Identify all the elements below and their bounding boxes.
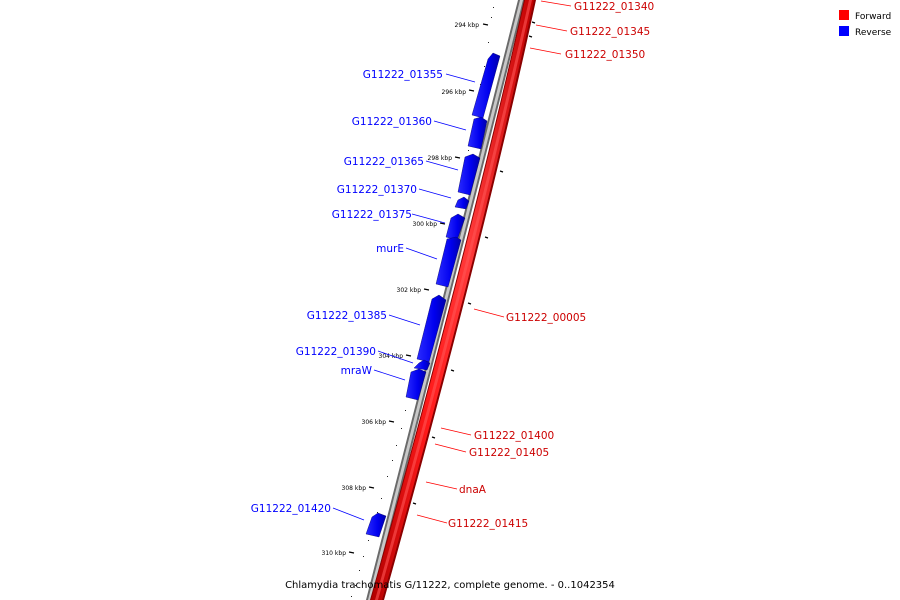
forward-strand [370,0,536,600]
gene-label[interactable]: murE [376,243,404,255]
gene-G11222_01375[interactable] [445,213,466,241]
legend-forward-label: Forward [855,12,891,22]
tick-label: 300 kbp [413,221,438,228]
gene-G11222_01390[interactable] [413,359,431,371]
reverse-labels: G11222_01355 G11222_01360 G11222_01365 G… [251,69,443,515]
legend-forward-swatch [839,10,849,20]
tick-label: 294 kbp [455,22,480,29]
forward-ticks [412,21,536,505]
gene-G11222_01420[interactable] [365,512,387,538]
gene-label[interactable]: G11222_01370 [337,184,417,196]
forward-labels: G11222_01340 G11222_01345 G11222_01350 G… [448,1,654,530]
gene-label[interactable]: G11222_01360 [352,116,432,128]
gene-label[interactable]: G11222_01355 [363,69,443,81]
map-caption: Chlamydia trachomatis G/11222, complete … [285,580,615,591]
gene-mraW[interactable] [405,368,427,401]
kbp-ticks: 294 kbp 296 kbp 298 kbp 300 kbp 302 kbp … [322,22,489,557]
gene-label[interactable]: G11222_01420 [251,503,331,515]
tick-label: 304 kbp [379,353,404,360]
gene-G11222_01355[interactable] [471,52,501,119]
gene-label[interactable]: G11222_01385 [307,310,387,322]
gene-label[interactable]: G11222_01415 [448,518,528,530]
legend-reverse-label: Reverse [855,28,892,38]
tick-label: 302 kbp [397,287,422,294]
legend-reverse-swatch [839,26,849,36]
gene-label[interactable]: G11222_01365 [344,156,424,168]
gene-label[interactable]: G11222_01375 [332,209,412,221]
tick-label: 298 kbp [428,155,453,162]
gene-murE[interactable] [435,236,462,288]
gene-G11222_01385[interactable] [416,294,447,363]
forward-leaders [416,0,572,524]
legend: Forward Reverse [839,10,892,38]
gene-label[interactable]: G11222_01350 [565,49,645,61]
gene-G11222_01365[interactable] [457,153,481,196]
gene-label[interactable]: G11222_01390 [296,346,376,358]
gene-label[interactable]: G11222_01400 [474,430,554,442]
gene-label[interactable]: G11222_01345 [570,26,650,38]
gene-label[interactable]: G11222_01340 [574,1,654,13]
gene-label[interactable]: mraW [341,365,373,377]
tick-label: 308 kbp [342,485,367,492]
tick-label: 296 kbp [442,89,467,96]
reverse-genes [365,52,501,538]
reverse-leaders [332,73,476,521]
gene-G11222_01370[interactable] [454,196,470,210]
tick-label: 306 kbp [362,419,387,426]
gene-label[interactable]: dnaA [459,484,487,496]
gene-G11222_01360[interactable] [467,116,488,150]
tick-label: 310 kbp [322,550,347,557]
gene-label[interactable]: G11222_00005 [506,312,586,324]
minor-ticks [351,7,494,597]
gene-label[interactable]: G11222_01405 [469,447,549,459]
